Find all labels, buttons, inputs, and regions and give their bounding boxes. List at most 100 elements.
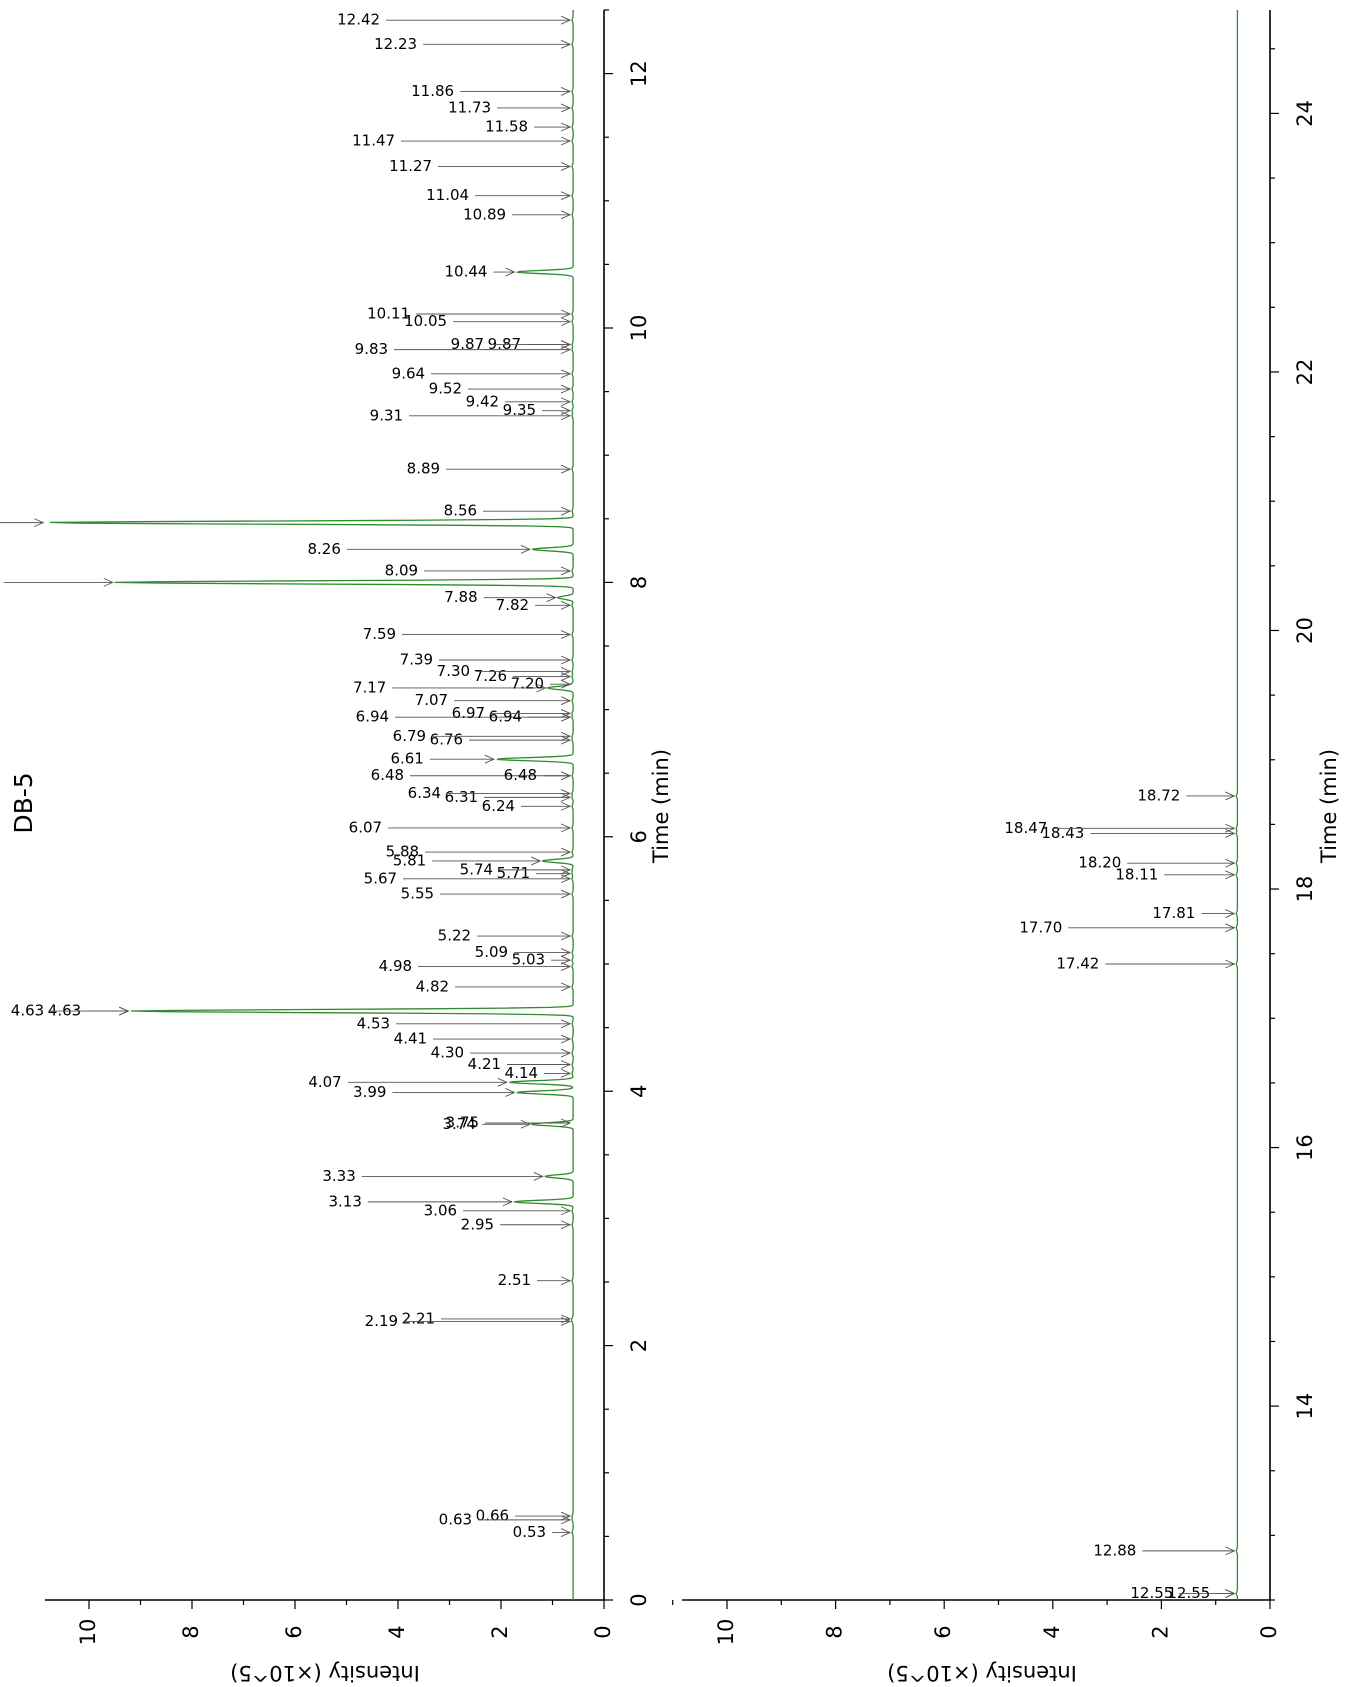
peak-label: 18.20 [1078, 854, 1121, 872]
time-tick-label: 12 [627, 60, 651, 87]
peak-label: 8.89 [407, 460, 440, 478]
peak-label: 5.71 [497, 864, 530, 882]
peak-arrowhead [1225, 870, 1236, 880]
peak-arrowhead [560, 136, 572, 146]
intensity-axis-label: Intensity (×10^5) [230, 1661, 420, 1685]
peak-label: 7.20 [511, 675, 544, 693]
peak-label: 4.41 [394, 1030, 427, 1048]
chromatogram-trace [49, 10, 574, 1600]
peak-arrowhead [560, 1019, 572, 1029]
peak-arrowhead [34, 518, 45, 528]
peak-label: 9.42 [466, 392, 499, 410]
peak-arrowhead [560, 1206, 572, 1216]
peak-arrowhead [119, 1006, 130, 1016]
peak-label: 12.55 [1130, 1584, 1173, 1602]
peak-label: 2.95 [461, 1215, 494, 1233]
peak-label: 4.21 [468, 1055, 501, 1073]
peak-label: 11.04 [426, 186, 469, 204]
intensity-tick-label: 4 [1040, 1625, 1064, 1638]
peak-arrowhead [560, 397, 572, 407]
peak-arrowhead [560, 696, 572, 706]
peak-arrowhead [560, 847, 572, 857]
peak-label: 5.55 [401, 885, 434, 903]
peak-arrowhead [560, 948, 572, 957]
intensity-tick-label: 10 [76, 1619, 100, 1646]
peak-arrowhead [560, 464, 572, 474]
peak-label: 6.76 [430, 731, 463, 749]
peak-label: 6.07 [349, 818, 382, 836]
peak-arrowhead [560, 86, 572, 96]
peak-label: 4.14 [505, 1064, 538, 1082]
peak-label: 3.74 [442, 1115, 475, 1133]
peak-arrowhead [560, 566, 572, 576]
peak-label: 5.67 [364, 869, 397, 887]
peak-arrowhead [560, 600, 572, 610]
peak-label: 5.09 [475, 943, 508, 961]
peak-arrowhead [560, 1528, 572, 1537]
peak-label: 6.31 [445, 788, 478, 806]
peak-arrowhead [560, 771, 572, 781]
peak-label: 6.79 [393, 727, 426, 745]
peak-label: 18.72 [1137, 786, 1180, 804]
peak-label: 7.39 [400, 650, 433, 668]
peak-arrowhead [560, 801, 572, 811]
peak-label: 4.63 [48, 1002, 81, 1020]
peak-arrowhead [560, 384, 572, 394]
peak-label: 3.33 [322, 1167, 355, 1185]
peak-arrowhead [560, 789, 572, 798]
peak-label: 3.06 [424, 1201, 457, 1219]
peak-arrowhead [560, 655, 572, 665]
peak-arrowhead [560, 39, 572, 49]
peak-label: 8.09 [385, 561, 418, 579]
peak-arrowhead [560, 369, 572, 379]
peak-label: 6.48 [371, 766, 404, 784]
time-tick-label: 20 [1293, 617, 1317, 644]
peak-label: 6.94 [356, 708, 389, 726]
peak-arrowhead [103, 577, 114, 587]
peak-arrowhead [560, 317, 572, 327]
intensity-tick-label: 2 [1148, 1625, 1172, 1638]
peak-label: 7.30 [437, 662, 470, 680]
peak-arrowhead [546, 593, 557, 603]
peak-label: 6.94 [489, 708, 522, 726]
peak-arrowhead [560, 792, 572, 802]
peak-label: 4.53 [357, 1014, 390, 1032]
peak-arrowhead [560, 191, 572, 201]
time-tick-label: 16 [1293, 1134, 1317, 1161]
peak-arrowhead [560, 506, 572, 516]
peak-label: 8.56 [444, 502, 477, 520]
peak-arrowhead [560, 406, 572, 416]
peak-label: 6.61 [390, 750, 423, 768]
peak-arrowhead [1225, 1589, 1236, 1598]
peak-arrowhead [560, 982, 572, 992]
peak-label: 11.27 [389, 157, 432, 175]
peak-arrowhead [560, 667, 572, 676]
peak-arrowhead [1225, 858, 1236, 868]
peak-arrowhead [505, 1088, 516, 1097]
peak-label: 7.59 [363, 625, 396, 643]
chart-panel-1: 0 2 4 6 8 10 12 0 2 4 6 8 10 Time (min) Intensity (×10… [0, 9, 673, 1685]
peak-label: 6.34 [408, 784, 441, 802]
peak-label: 0.53 [513, 1523, 546, 1541]
peak-arrowhead [560, 309, 572, 319]
peak-arrowhead [560, 865, 572, 875]
peak-label: 2.51 [498, 1271, 531, 1289]
peak-arrowhead [560, 210, 572, 220]
intensity-tick-label: 6 [282, 1625, 306, 1638]
peak-label: 5.88 [386, 843, 419, 861]
peak-arrowhead [560, 1118, 572, 1128]
time-tick-label: 22 [1293, 359, 1317, 386]
intensity-tick-label: 0 [591, 1625, 615, 1638]
peak-label: 17.81 [1152, 904, 1195, 922]
peak-arrowhead [560, 712, 572, 722]
intensity-tick-label: 2 [488, 1625, 512, 1638]
peak-arrowhead [560, 1048, 572, 1058]
peak-arrowhead [531, 856, 542, 866]
peak-arrowhead [520, 1119, 532, 1129]
peak-label: 12.88 [1093, 1541, 1136, 1559]
time-tick-label: 2 [627, 1339, 651, 1352]
peak-label: 10.89 [463, 205, 506, 223]
peak-label: 12.42 [337, 11, 380, 29]
time-axis-label: Time (min) [649, 749, 673, 864]
